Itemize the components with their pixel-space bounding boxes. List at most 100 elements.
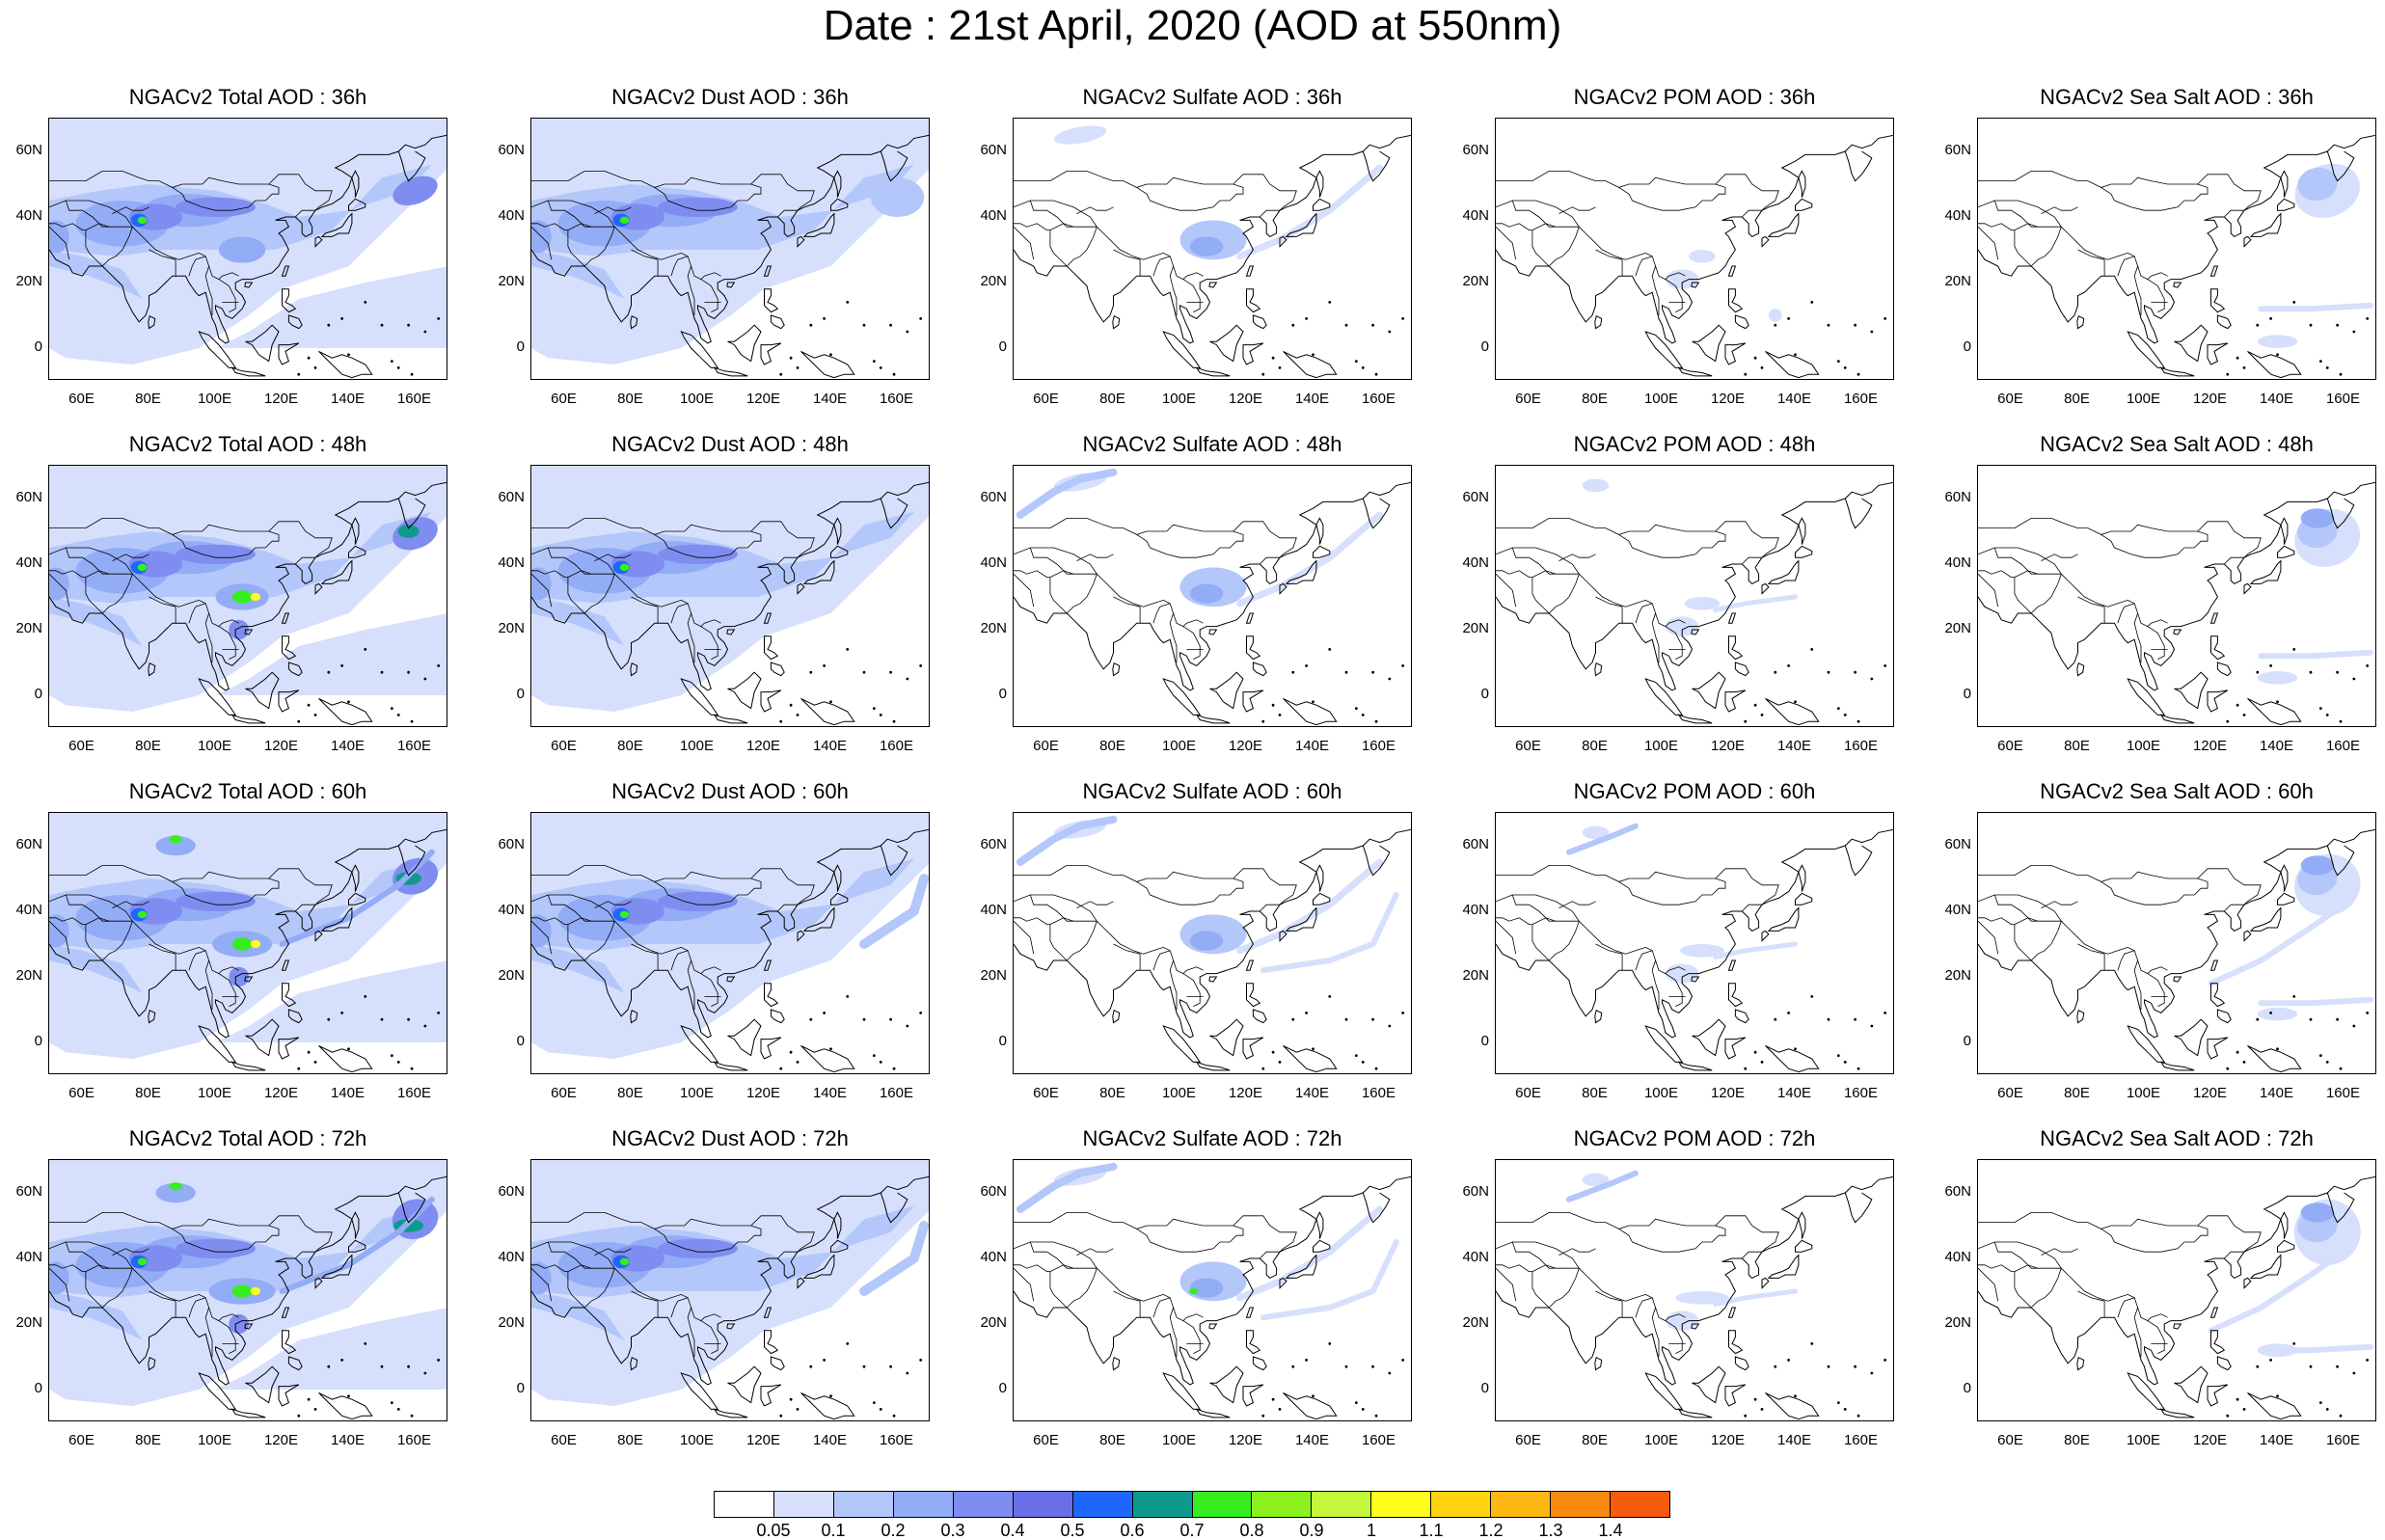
- lon-tick-label: 100E: [1643, 1085, 1679, 1101]
- island-outline: [770, 662, 785, 677]
- map-panel: NGACv2 Sulfate AOD : 36h 60N 40N 20N 0 60E 80E…: [964, 85, 1437, 432]
- island-dot: [2318, 1401, 2322, 1405]
- country-border: [531, 1212, 815, 1253]
- country-border: [531, 223, 568, 230]
- island-outline: [830, 892, 849, 905]
- country-border: [85, 230, 103, 267]
- island-dot: [1305, 664, 1309, 667]
- country-border: [567, 230, 585, 267]
- island-outline: [2209, 265, 2219, 277]
- island-dot: [2325, 366, 2329, 369]
- country-border: [1665, 279, 1683, 312]
- country-border: [85, 577, 103, 614]
- island-outline: [351, 170, 360, 198]
- lon-tick-label: 120E: [1710, 1432, 1746, 1448]
- country-border: [631, 943, 659, 955]
- island-outline: [2076, 1009, 2085, 1024]
- country-border: [1014, 171, 1297, 211]
- map-frame: [48, 1159, 447, 1421]
- country-border: [204, 1307, 213, 1357]
- lat-tick-label: 60N: [498, 489, 525, 505]
- island-dot: [919, 664, 923, 667]
- island-dot: [313, 714, 317, 716]
- island-outline: [1677, 714, 1713, 724]
- country-border: [188, 1297, 206, 1318]
- island-outline: [833, 1211, 842, 1239]
- country-border: [2014, 917, 2062, 925]
- country-border: [1066, 921, 1098, 961]
- country-border: [567, 917, 615, 925]
- lon-tick-label: 100E: [679, 1432, 715, 1448]
- country-border: [567, 1271, 585, 1309]
- lon-tick-label: 140E: [812, 1085, 848, 1101]
- map-frame: [1977, 812, 2376, 1074]
- island-outline: [2159, 366, 2195, 377]
- pom-outflow: [1713, 1288, 1798, 1308]
- island-outline: [1761, 582, 1770, 595]
- island-dot: [1278, 714, 1282, 716]
- map-panel: NGACv2 POM AOD : 72h 60N 40N 20N 0 60E 80E 100E…: [1447, 1126, 1919, 1473]
- lon-tick-label: 160E: [2325, 738, 2361, 754]
- country-border: [777, 904, 798, 912]
- lat-tick-label: 60N: [498, 836, 525, 852]
- island-dot: [1870, 330, 1874, 334]
- lon-tick-label: 140E: [812, 738, 848, 754]
- island-outline: [1245, 612, 1255, 624]
- country-border: [1049, 223, 1098, 230]
- island-outline: [1252, 1009, 1267, 1024]
- lat-tick-label: 40N: [980, 902, 1007, 918]
- country-border: [1136, 183, 1244, 211]
- country-border: [188, 256, 206, 277]
- island-outline: [2174, 1365, 2209, 1404]
- island-outline: [1727, 265, 1737, 277]
- lon-tick-label: 100E: [2126, 391, 2161, 407]
- tropical-salt: [2258, 649, 2374, 660]
- island-outline: [2159, 1061, 2195, 1071]
- island-dot: [889, 323, 893, 327]
- lat-tick-label: 60N: [1462, 142, 1489, 158]
- island-dot: [2339, 372, 2343, 376]
- island-outline: [727, 1365, 762, 1404]
- island-outline: [2247, 1391, 2302, 1420]
- country-border: [188, 603, 206, 624]
- island-outline: [1734, 662, 1749, 677]
- lon-tick-label: 160E: [2325, 1085, 2361, 1101]
- island-outline: [2207, 342, 2229, 365]
- island-dot: [410, 1067, 414, 1070]
- lon-tick-label: 160E: [2325, 391, 2361, 407]
- island-dot: [879, 1408, 882, 1411]
- continent-coastline: [1496, 481, 1893, 691]
- island-dot: [340, 317, 344, 320]
- island-outline: [2174, 1018, 2209, 1057]
- sulfate-peak: [1189, 1287, 1198, 1295]
- island-outline: [1644, 1372, 1684, 1410]
- lat-tick-label: 20N: [498, 620, 525, 636]
- island-outline: [1283, 1391, 1338, 1420]
- colorbar-label: 1.1: [1419, 1521, 1444, 1540]
- map-panel: NGACv2 Total AOD : 72h 60N 40N 20N 0 60E 80E 10…: [0, 1126, 473, 1473]
- island-dot: [327, 1017, 331, 1021]
- lat-tick-label: 60N: [980, 1183, 1007, 1200]
- island-outline: [281, 959, 290, 971]
- island-outline: [770, 314, 785, 330]
- country-border: [1014, 1264, 1050, 1272]
- lat-tick-label: 40N: [1462, 902, 1489, 918]
- lat-tick-label: 60N: [1462, 1183, 1489, 1200]
- lat-tick-label: 20N: [980, 620, 1007, 636]
- island-outline: [630, 662, 638, 677]
- country-border: [1978, 1264, 2015, 1272]
- sulfate-outflow: [1236, 1205, 1383, 1302]
- island-dot: [1271, 1397, 1275, 1401]
- country-border: [1511, 200, 1557, 228]
- kamchatka-coastline: [2326, 845, 2355, 877]
- map-canvas: [1014, 468, 1411, 726]
- island-dot: [1854, 1017, 1857, 1021]
- island-outline: [2174, 671, 2209, 710]
- island-outline: [2207, 1384, 2229, 1407]
- lon-tick-label: 80E: [1582, 1432, 1608, 1448]
- island-dot: [327, 670, 331, 674]
- island-outline: [230, 1408, 266, 1418]
- island-dot: [2352, 677, 2356, 681]
- country-border: [1496, 865, 1779, 905]
- island-outline: [287, 1009, 303, 1024]
